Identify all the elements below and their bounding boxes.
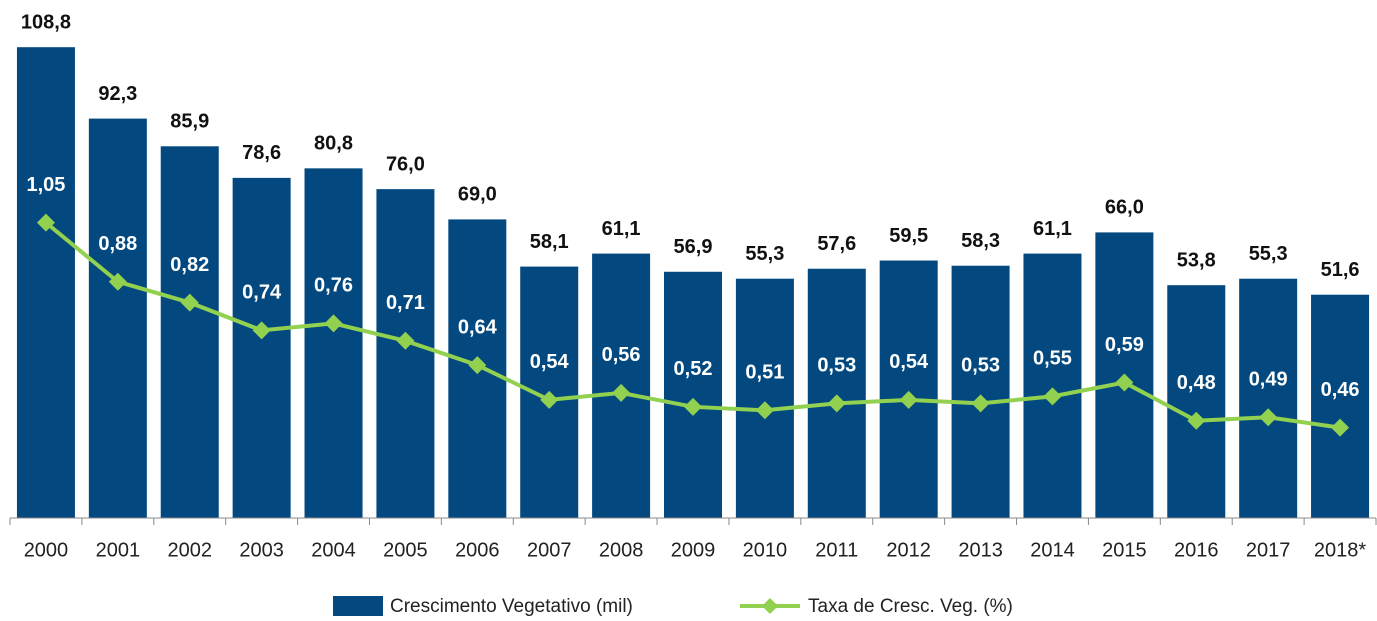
line-marker (899, 390, 918, 409)
line-marker (1115, 373, 1134, 392)
bar (1311, 294, 1370, 518)
bar-value-label: 92,3 (98, 83, 137, 105)
bar-value-label: 51,6 (1321, 259, 1360, 281)
x-tick-label: 2001 (96, 539, 141, 561)
x-tick-label: 2004 (311, 539, 356, 561)
bar-value-label: 76,0 (386, 153, 425, 175)
x-tick-label: 2002 (167, 539, 212, 561)
line-value-label: 0,53 (817, 355, 856, 377)
bar-value-label: 59,5 (889, 225, 928, 247)
line-marker (1043, 387, 1062, 406)
line-marker (827, 394, 846, 413)
bar-value-label: 57,6 (817, 233, 856, 255)
x-tick-label: 2018* (1314, 539, 1366, 561)
line-marker (1259, 408, 1278, 427)
line-value-label: 0,55 (1033, 348, 1072, 370)
line-value-label: 0,54 (889, 351, 929, 373)
line-value-label: 0,53 (961, 355, 1000, 377)
bar-value-label: 108,8 (21, 11, 71, 33)
bar-value-label: 56,9 (674, 236, 713, 258)
bar-value-label: 58,3 (961, 230, 1000, 252)
line-marker (468, 356, 487, 375)
line-value-label: 0,49 (1249, 369, 1288, 391)
bar (160, 146, 219, 518)
line-marker (540, 390, 559, 409)
x-tick-label: 2006 (455, 539, 500, 561)
legend-label: Crescimento Vegetativo (mil) (390, 596, 633, 617)
bar (951, 265, 1010, 518)
line-marker (252, 321, 271, 340)
line-value-label: 0,54 (530, 351, 570, 373)
bar (1167, 285, 1226, 518)
line-marker (684, 397, 702, 416)
bar-value-label: 69,0 (458, 184, 497, 206)
legend-swatch-marker (762, 598, 778, 614)
line-marker (180, 293, 199, 312)
x-tick-label: 2007 (527, 539, 572, 561)
line-value-label: 0,48 (1177, 372, 1216, 394)
line-marker (755, 401, 774, 420)
bar-value-label: 53,8 (1177, 249, 1216, 271)
x-tick-label: 2012 (886, 539, 931, 561)
bar-value-label: 80,8 (314, 133, 353, 155)
line-marker (971, 394, 990, 413)
bar (376, 189, 435, 519)
x-tick-label: 2016 (1174, 539, 1219, 561)
line-value-label: 0,46 (1321, 379, 1360, 401)
line-marker (1187, 411, 1206, 430)
x-tick-label: 2008 (599, 539, 644, 561)
bar (1239, 278, 1298, 518)
x-tick-label: 2000 (24, 539, 69, 561)
line-marker (324, 314, 343, 333)
bar (88, 118, 147, 519)
line-marker (1331, 418, 1350, 437)
bar-value-label: 78,6 (242, 142, 281, 164)
legend-label: Taxa de Cresc. Veg. (%) (808, 596, 1013, 617)
bar-value-label: 55,3 (745, 243, 784, 265)
bar (735, 278, 794, 518)
x-tick-label: 2017 (1246, 539, 1291, 561)
bar-value-label: 61,1 (602, 218, 641, 240)
bar-value-label: 85,9 (170, 111, 209, 133)
line-marker (396, 331, 415, 350)
line-marker (108, 272, 127, 291)
line-value-label: 0,52 (674, 358, 713, 380)
line-value-label: 0,74 (242, 282, 282, 304)
line-value-label: 0,82 (170, 254, 209, 276)
line-value-label: 1,05 (26, 174, 65, 196)
line-value-label: 0,71 (386, 292, 425, 314)
line-value-label: 0,88 (98, 233, 137, 255)
line-value-label: 0,51 (745, 362, 784, 384)
bar (664, 271, 722, 518)
line-value-label: 0,76 (314, 275, 353, 297)
line-marker (612, 383, 631, 402)
x-tick-label: 2005 (383, 539, 428, 561)
bar (232, 177, 291, 519)
x-tick-label: 2003 (239, 539, 284, 561)
x-tick-label: 2010 (743, 539, 788, 561)
line-marker (36, 213, 55, 232)
line-value-label: 0,59 (1105, 334, 1144, 356)
legend-swatch-bar (333, 596, 383, 616)
bar (879, 260, 938, 518)
x-tick-label: 2011 (815, 539, 858, 561)
bar-value-label: 58,1 (530, 231, 569, 253)
line-value-label: 0,56 (602, 344, 641, 366)
bar (1023, 253, 1082, 518)
x-tick-label: 2009 (671, 539, 716, 561)
x-tick-label: 2013 (958, 539, 1003, 561)
bar (16, 47, 75, 519)
x-tick-label: 2015 (1102, 539, 1147, 561)
bar (807, 268, 866, 518)
bar-value-label: 55,3 (1249, 243, 1288, 265)
line-value-label: 0,64 (458, 316, 498, 338)
bar-value-label: 66,0 (1105, 197, 1144, 219)
bar (304, 168, 363, 518)
x-tick-label: 2014 (1030, 539, 1075, 561)
bar-value-label: 61,1 (1033, 218, 1072, 240)
